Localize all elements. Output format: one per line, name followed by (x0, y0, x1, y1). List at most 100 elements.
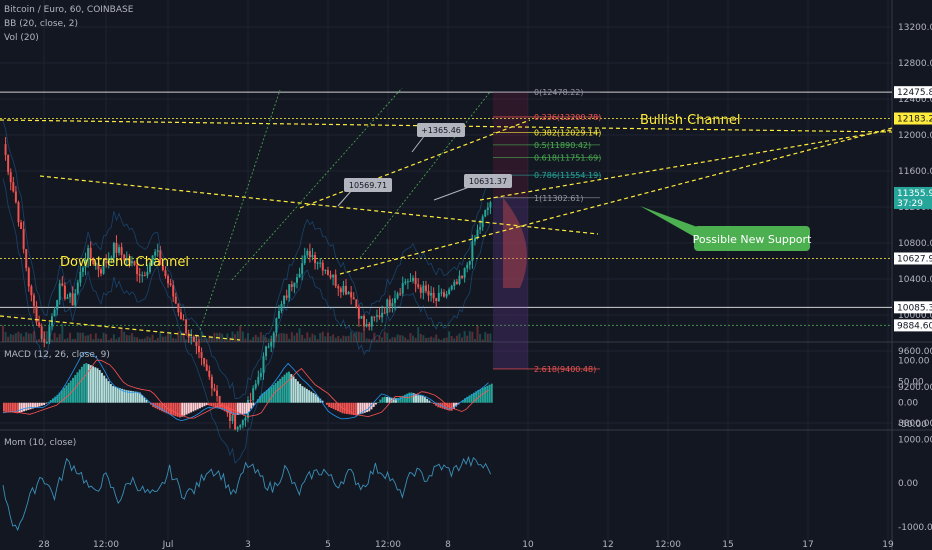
volume-bar (185, 339, 188, 342)
volume-bar (198, 336, 200, 342)
callout-label-2: 10631.37 (469, 177, 507, 186)
macd-histogram-bar (7, 402, 10, 412)
macd-histogram-bar (383, 396, 386, 403)
macd-histogram-bar (419, 395, 422, 403)
fib-label: 1(11302.61) (534, 194, 584, 203)
volume-bar (138, 338, 141, 342)
macd-histogram-bar (403, 394, 406, 403)
volume-bar (404, 337, 407, 342)
macd-histogram-bar (305, 388, 308, 403)
volume-bar (347, 335, 350, 342)
candle (40, 326, 43, 339)
volume-bar (102, 332, 105, 342)
volume-bar (241, 331, 244, 342)
macd-histogram-bar (101, 372, 103, 403)
candle (399, 293, 402, 295)
macd-histogram-bar (232, 402, 235, 415)
volume-bar (89, 333, 92, 342)
candle (277, 311, 280, 319)
volume-bar (133, 336, 136, 342)
macd-histogram-bar (105, 378, 108, 403)
volume-bar (43, 331, 46, 342)
candle (262, 356, 265, 373)
volume-bar (450, 336, 453, 342)
candle (406, 281, 409, 283)
volume-bar (195, 334, 198, 342)
volume-bar (2, 325, 4, 342)
candle (20, 222, 23, 229)
callout-label-3-box (417, 123, 465, 137)
macd-histogram-bar (127, 390, 130, 403)
candle (164, 270, 167, 277)
bb-indicator-label[interactable]: BB (20, close, 2) (4, 19, 79, 29)
time-axis[interactable]: 28 12:00 Jul 3 5 12:00 8 10 12 12:00 15 17 19 (38, 540, 894, 550)
macd-histogram-bar (372, 402, 375, 407)
volume-bar (53, 332, 56, 342)
price-label: 10085.33 (897, 303, 932, 313)
macd-histogram-bar (339, 402, 342, 413)
macd-histogram-bar (328, 402, 331, 407)
volume-bar (370, 339, 373, 342)
macd-histogram-bar (285, 372, 288, 403)
macd-histogram-bar (268, 388, 270, 403)
macd-histogram-bar (199, 402, 201, 409)
downtrend-upper-line (39, 175, 599, 235)
volume-bar (14, 333, 17, 342)
volume-bar (51, 339, 53, 342)
candle (455, 281, 458, 284)
symbol-title[interactable]: Bitcoin / Euro, 60, COINBASE (4, 5, 134, 15)
macd-histogram-bar (45, 402, 48, 404)
volume-bar (417, 327, 420, 342)
volume-bar (167, 334, 170, 342)
candle (58, 283, 61, 301)
volume-indicator-label[interactable]: Vol (20) (4, 33, 39, 43)
candle (136, 265, 139, 275)
candle (169, 283, 172, 286)
price-axis[interactable]: 13200.00 12800.00 12400.00 12000.00 11600.00… (894, 23, 932, 533)
candle (87, 247, 90, 260)
macd-histogram-bar (343, 402, 346, 414)
macd-histogram-bar (176, 402, 179, 417)
macd-histogram-bar (412, 393, 415, 403)
time-tick: 5 (325, 540, 331, 550)
candle (208, 370, 211, 377)
candle (272, 332, 275, 342)
candle (179, 312, 182, 320)
candle (301, 263, 304, 274)
volume-bar (440, 339, 443, 342)
volume-bar (414, 337, 417, 342)
volume-bar (360, 332, 363, 342)
macd-histogram-bar (359, 402, 362, 415)
macd-histogram-bar (116, 387, 119, 403)
macd-histogram-bar (406, 393, 409, 403)
candle (417, 284, 420, 288)
volume-bar (365, 338, 368, 342)
fib-label: 0.618(11751.69) (534, 153, 601, 162)
candle (146, 271, 149, 276)
macd-tick: -50.00 (898, 420, 927, 430)
macd-histogram-bar (9, 402, 12, 413)
volume-bar (22, 336, 25, 342)
macd-histogram-bar (167, 402, 170, 415)
macd-histogram-bar (252, 402, 255, 406)
macd-histogram-bar (435, 402, 438, 406)
volume-bar (94, 333, 97, 342)
price-label: 10627.90 (897, 254, 932, 264)
volume-bar (427, 337, 430, 342)
candle (383, 312, 386, 314)
candle (228, 412, 231, 421)
resistance-line (0, 119, 893, 133)
candle (182, 319, 185, 321)
volume-bar (149, 337, 151, 342)
candle (468, 261, 471, 265)
macd-histogram-bar (78, 369, 81, 403)
volume-bar (252, 336, 255, 342)
fib-label: 0.382(12029.14) (534, 128, 601, 137)
macd-histogram-bar (399, 396, 402, 403)
macd-histogram-bar (263, 391, 266, 403)
candle (314, 255, 317, 264)
volume-bar (280, 333, 283, 342)
macd-histogram-bar (210, 402, 213, 407)
volume-bar (30, 333, 33, 342)
volume-bar (200, 331, 203, 342)
